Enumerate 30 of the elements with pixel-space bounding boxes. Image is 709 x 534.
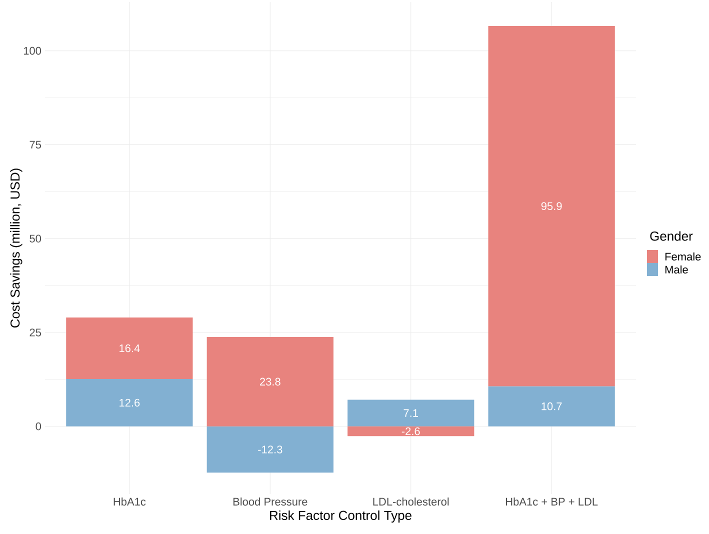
bar bbox=[348, 400, 474, 426]
bar bbox=[488, 386, 615, 426]
data-label: 16.4 bbox=[120, 344, 140, 352]
data-label: 7.1 bbox=[404, 409, 418, 417]
x-tick-label: LDL-cholesterol bbox=[373, 498, 449, 506]
bar bbox=[206, 426, 334, 473]
bar bbox=[488, 26, 615, 386]
y-tick-label: 50 bbox=[30, 234, 42, 242]
y-tick-label: 100 bbox=[24, 46, 42, 55]
x-tick-label: HbA1c bbox=[114, 498, 146, 506]
x-tick-label: HbA1c + BP + LDL bbox=[506, 498, 598, 506]
y-tick-label: 75 bbox=[30, 140, 41, 149]
data-label: -12.3 bbox=[258, 446, 282, 454]
bar bbox=[66, 379, 193, 426]
y-axis-title: Cost Savings (million, USD) bbox=[10, 168, 22, 328]
data-label: 95.9 bbox=[541, 202, 562, 210]
y-tick-label: 0 bbox=[36, 422, 42, 430]
data-label: 23.8 bbox=[260, 378, 280, 386]
x-tick-label: Blood Pressure bbox=[233, 498, 308, 506]
data-label: -2.6 bbox=[402, 427, 420, 436]
x-axis-title: Risk Factor Control Type bbox=[270, 510, 412, 523]
bar bbox=[66, 317, 193, 380]
data-label: 10.7 bbox=[542, 402, 562, 410]
bar bbox=[348, 426, 474, 436]
y-tick-label: 25 bbox=[30, 328, 41, 336]
data-label: 12.6 bbox=[120, 398, 140, 407]
legend-title: Gender bbox=[650, 231, 693, 241]
legend-label: Male bbox=[665, 265, 688, 274]
bar bbox=[206, 337, 334, 426]
legend-label: Female bbox=[665, 252, 701, 261]
